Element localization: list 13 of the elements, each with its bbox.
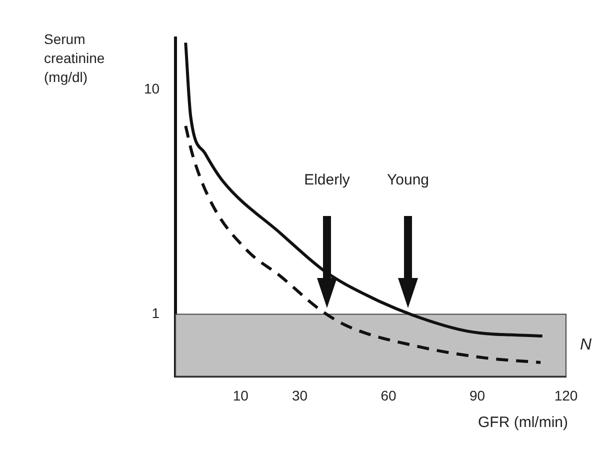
x-tick-label: 10 (232, 387, 249, 404)
annotation: Elderly (304, 172, 350, 189)
y-tick-label: 1 (152, 305, 160, 322)
y-axis-title: Serum creatinine (mg/dl) (44, 30, 106, 87)
x-tick-label: 30 (292, 387, 308, 404)
band-label: N (580, 336, 592, 354)
annotation: Young (387, 172, 429, 189)
x-tick-label: 120 (554, 387, 578, 404)
x-axis-title: GFR (ml/min) (478, 414, 568, 431)
line-series (184, 41, 544, 338)
x-tick-label: 60 (380, 387, 397, 404)
line-series (184, 124, 542, 364)
x-tick-label: 90 (469, 387, 486, 404)
